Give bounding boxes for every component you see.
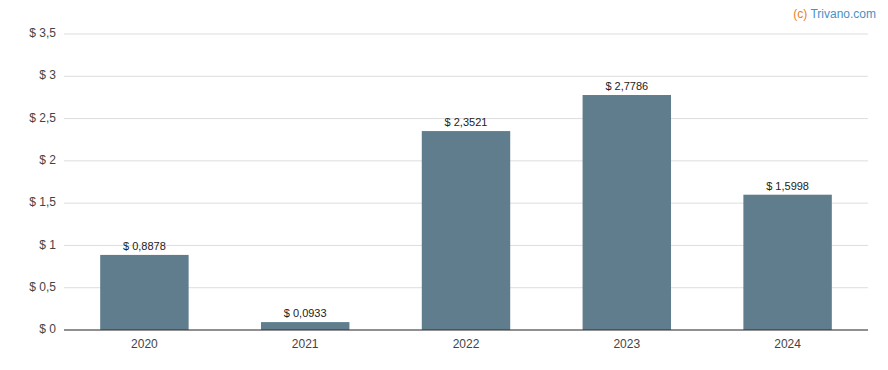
grid-line [64,34,868,35]
data-labels: $ 0,8878 $ 0,0933 $ 2,3521 $ 2,7786 $ 1,5998 [123,80,809,319]
bars [100,95,832,330]
bar [100,255,188,330]
watermark: (c) Trivano.com [793,7,876,21]
watermark-part: (c) [793,7,810,21]
y-tick-label: $ 2,5 [29,111,56,125]
grid [64,34,868,330]
y-tick-label: $ 3 [39,68,56,82]
y-tick-label: $ 3,5 [29,26,56,40]
watermark-part: Trivano.com [810,7,876,21]
x-tick-label: 2024 [774,337,801,351]
bar [743,195,831,330]
x-tick-label: 2021 [292,337,319,351]
y-tick-label: $ 2 [39,153,56,167]
grid-line [64,330,868,331]
grid-line [64,76,868,77]
bar [261,322,349,330]
x-tick-label: 2023 [613,337,640,351]
data-label: $ 2,7786 [605,80,648,92]
y-tick-label: $ 1 [39,238,56,252]
x-axis-line [64,329,868,330]
bar [422,131,510,330]
chart-container: $ 0 $ 0,5 $ 1 $ 1,5 $ 2 $ 2,5 $ 3 $ 3,5 $ 0,8878… [0,0,888,370]
y-tick-label: $ 0,5 [29,280,56,294]
chart-svg: $ 0 $ 0,5 $ 1 $ 1,5 $ 2 $ 2,5 $ 3 $ 3,5 $ 0,8878… [0,0,888,370]
bar [583,95,671,330]
x-tick-label: 2020 [131,337,158,351]
y-axis: $ 0 $ 0,5 $ 1 $ 1,5 $ 2 $ 2,5 $ 3 $ 3,5 [29,26,56,336]
x-tick-label: 2022 [453,337,480,351]
data-label: $ 0,0933 [284,307,327,319]
data-label: $ 0,8878 [123,240,166,252]
x-axis: 2020 2021 2022 2023 2024 [64,330,868,351]
data-label: $ 1,5998 [766,180,809,192]
y-tick-label: $ 0 [39,322,56,336]
y-tick-label: $ 1,5 [29,195,56,209]
data-label: $ 2,3521 [445,116,488,128]
